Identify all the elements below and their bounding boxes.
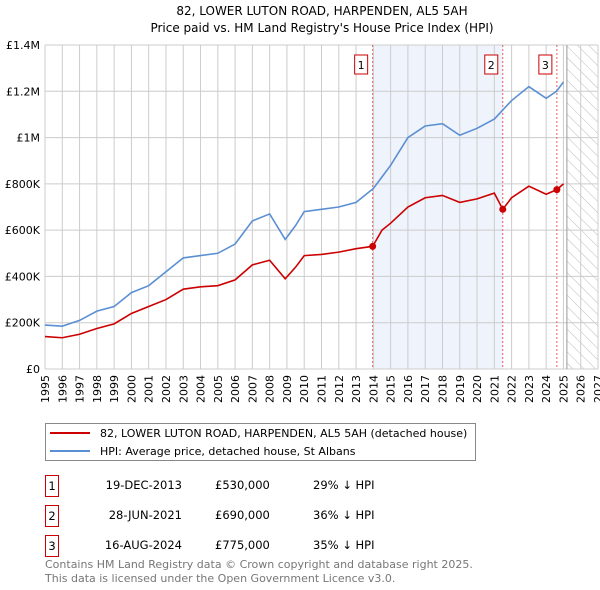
sale-date: 28-JUN-2021 [108, 508, 182, 522]
x-tick-label: 2003 [177, 375, 190, 403]
x-tick-label: 2014 [367, 375, 380, 403]
y-tick-label: £600K [5, 224, 41, 237]
sale-marker-label: 3 [542, 59, 549, 72]
x-tick-label: 2009 [281, 375, 294, 403]
legend-blue-line [50, 450, 90, 452]
legend-label-property: 82, LOWER LUTON ROAD, HARPENDEN, AL5 5AH… [100, 426, 468, 440]
sale-price: £775,000 [215, 538, 270, 552]
y-tick-label: £800K [5, 178, 41, 191]
x-tick-label: 2007 [246, 375, 259, 403]
forecast-hatch [566, 45, 598, 369]
x-tick-label: 2021 [488, 375, 501, 403]
x-tick-label: 2001 [143, 375, 156, 403]
sale-hpi: 36% ↓ HPI [313, 508, 375, 522]
footer-line: This data is licensed under the Open Gov… [45, 572, 396, 585]
sale-marker-box [538, 54, 553, 75]
sale-date: 16-AUG-2024 [104, 538, 182, 552]
y-tick-label: £1.2M [6, 85, 40, 98]
x-tick-label: 2012 [333, 375, 346, 403]
legend-label-hpi: HPI: Average price, detached house, St A… [100, 444, 356, 458]
hpi-line [44, 81, 565, 327]
sale-hpi: 35% ↓ HPI [313, 538, 375, 552]
sale-marker-box [354, 54, 369, 75]
x-tick-label: 2017 [419, 375, 432, 403]
x-tick-label: 2024 [540, 375, 553, 403]
sale-price: £690,000 [215, 508, 270, 522]
x-tick-label: 2010 [298, 375, 311, 403]
x-tick-label: 1997 [74, 375, 87, 403]
highlight-region [372, 45, 503, 369]
x-tick-label: 2016 [402, 375, 415, 403]
sale-number: 1 [45, 475, 59, 497]
sale-marker-label: 1 [358, 59, 365, 72]
legend-red-line [50, 432, 90, 434]
x-tick-label: 2008 [264, 375, 277, 403]
chart-subtitle: Price paid vs. HM Land Registry's House … [150, 21, 493, 35]
y-tick-label: £1M [17, 132, 41, 145]
x-tick-label: 2019 [454, 375, 467, 403]
sale-number: 2 [45, 505, 59, 527]
legend: 82, LOWER LUTON ROAD, HARPENDEN, AL5 5AH… [45, 423, 477, 461]
x-tick-label: 2020 [471, 375, 484, 403]
sale-date: 19-DEC-2013 [105, 478, 182, 492]
y-tick-label: £1.4M [6, 39, 40, 52]
x-tick-label: 2002 [160, 375, 173, 403]
x-tick-label: 1996 [56, 375, 69, 403]
property-line [44, 183, 564, 339]
sale-point [499, 205, 507, 213]
sale-marker-label: 2 [488, 59, 495, 72]
x-tick-label: 2000 [125, 375, 138, 403]
y-tick-label: £0 [26, 363, 40, 376]
chart-title: 82, LOWER LUTON ROAD, HARPENDEN, AL5 5AH [176, 4, 467, 18]
x-tick-label: 2006 [229, 375, 242, 403]
x-tick-label: 2027 [592, 375, 600, 403]
x-tick-label: 2005 [212, 375, 225, 403]
footer-line: Contains HM Land Registry data © Crown c… [45, 558, 473, 571]
y-tick-label: £400K [5, 270, 41, 283]
sale-point [369, 242, 377, 250]
y-tick-label: £200K [5, 317, 41, 330]
sale-price: £530,000 [215, 478, 270, 492]
x-tick-label: 2013 [350, 375, 363, 403]
x-tick-label: 2022 [506, 375, 519, 403]
x-tick-label: 1999 [108, 375, 121, 403]
x-tick-label: 1998 [91, 375, 104, 403]
x-tick-label: 2004 [195, 375, 208, 403]
price-chart: 82, LOWER LUTON ROAD, HARPENDEN, AL5 5AH… [5, 4, 600, 403]
x-tick-label: 1995 [39, 375, 52, 403]
x-tick-label: 2015 [385, 375, 398, 403]
x-tick-label: 2025 [557, 375, 570, 403]
x-tick-label: 2018 [436, 375, 449, 403]
sale-hpi: 29% ↓ HPI [313, 478, 375, 492]
x-tick-label: 2011 [316, 375, 329, 403]
sale-number: 3 [45, 535, 59, 557]
sale-marker-box [484, 54, 499, 75]
footer: Contains HM Land Registry data © Crown c… [45, 558, 473, 586]
x-tick-label: 2023 [523, 375, 536, 403]
sale-point [553, 186, 561, 194]
x-tick-label: 2026 [575, 375, 588, 403]
